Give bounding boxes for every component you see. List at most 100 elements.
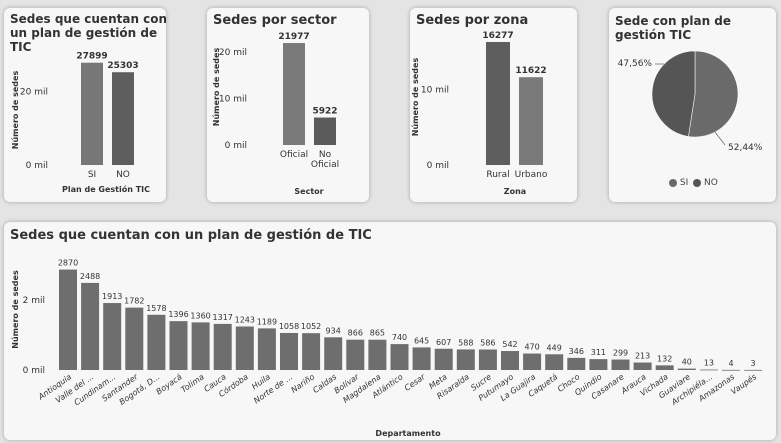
bar-data-label: 588 [458,338,473,347]
y-tick-label: 10 mil [421,85,449,95]
bar-data-label: 607 [436,338,451,347]
bar [103,303,122,370]
bar-data-label: 21977 [278,32,309,42]
bar-data-label: 449 [547,343,562,352]
pie-chart: 47,56% 52,44% [618,50,763,153]
bar [655,365,674,370]
sector-bar-chart: 20 mil 10 mil 0 mil Número de sedes 21977 Ofi… [212,32,339,196]
bar [169,321,188,370]
bar-data-label: 2488 [80,272,100,281]
bar-data-label: 4 [728,359,733,368]
y-tick-label: 2 mil [23,296,45,306]
bar [744,369,763,371]
bar-data-label: 1360 [190,311,210,320]
bar-data-label: 132 [657,354,672,363]
bar-data-label: 542 [502,340,517,349]
bar [280,332,298,370]
bar [722,369,740,371]
bar-data-label: 311 [591,348,606,357]
bar-data-label: 866 [348,329,363,338]
dept-chart-title: Sedes que cuentan con un plan de gestión… [10,228,372,243]
bar [501,351,519,370]
bar-data-label: 1189 [257,317,277,326]
bar [314,117,336,145]
bar-data-label: 25303 [107,61,138,71]
bar-data-label: 586 [480,338,495,347]
bar-data-label: 1913 [102,292,122,301]
bar-data-label: 13 [704,359,714,368]
y-axis-title: Número de sedes [11,270,20,349]
bar [125,307,144,370]
bar [368,339,387,370]
bar [412,347,431,370]
dept-chart-card: Sedes que cuentan con un plan de gestión… [4,222,776,440]
x-axis-title: Plan de Gestión TIC [62,184,150,194]
bar-data-label: 2870 [58,259,78,268]
bar-data-label: 470 [524,343,539,352]
bar [191,322,210,370]
y-tick-label: 10 mil [219,95,247,105]
bar-data-label: 299 [613,349,628,358]
y-tick-label: 0 mil [26,161,48,171]
y-tick-label: 20 mil [20,88,48,98]
bar-data-label: 40 [682,358,692,367]
x-tick-label: Tolima [179,372,205,394]
bar [112,72,134,165]
bar-data-label: 1058 [279,322,299,331]
sector-chart-card: Sedes por sector 20 mil 10 mil 0 mil Número… [207,8,369,202]
bar [257,328,276,370]
bar [59,269,77,370]
x-tick-label: Oficial [311,160,339,170]
x-axis-title: Departamento [375,429,441,438]
plan-chart-title: Sedes que cuentan con un plan de gestión… [10,12,166,54]
sector-chart-title: Sedes por sector [213,13,337,28]
y-tick-label: 0 mil [225,141,247,151]
plan-chart-card: Sedes que cuentan con un plan de gestión… [4,8,166,202]
legend-si-label: SI [679,178,689,188]
bar [478,349,497,370]
bar-data-label: 740 [392,333,407,342]
bar [677,368,696,370]
bar-data-label: 3 [751,359,756,368]
bar [486,42,510,166]
bar [456,349,475,370]
pie-chart-title: Sede con plan de gestión TIC [615,14,732,42]
zona-bar-chart: 10 mil 0 mil Número de sedes 16277 Rural 1162… [411,31,548,196]
y-tick-label: 20 mil [219,48,247,58]
bar-data-label: 27899 [76,52,107,62]
bar [235,326,254,370]
bar [633,362,652,370]
bar [346,339,365,370]
legend-no-marker [693,178,702,187]
bar-data-label: 1052 [301,322,321,331]
bar-data-label: 16277 [482,31,513,41]
pie-chart-card: Sede con plan de gestión TIC 47,56% 52,44… [609,8,776,202]
bar [519,77,543,165]
zona-chart-title: Sedes por zona [416,13,529,28]
bar [213,323,232,370]
bar [699,369,718,371]
x-tick-label: Oficial [280,150,308,160]
bar [567,357,586,370]
bar-data-label: 645 [414,336,429,345]
y-tick-label: 0 mil [427,161,449,171]
legend-si-marker [669,178,677,187]
bar [302,333,321,370]
bar [81,282,100,370]
pie-slice [651,50,696,137]
x-tick-label: No [319,150,332,160]
bar-data-label: 1782 [124,297,144,306]
legend-no-label: NO [704,178,718,188]
x-axis-title: Zona [504,187,526,196]
x-tick-label: NO [116,170,130,180]
x-tick-label: Nariño [289,372,316,395]
bar [611,359,630,370]
bar-data-label: 5922 [312,107,337,117]
bar-data-label: 1578 [146,304,166,313]
x-tick-label: SI [88,170,96,180]
pie-legend: SI NO [669,178,718,188]
bar [434,348,453,370]
bar [81,62,103,165]
bar [589,359,608,370]
bar [147,314,166,370]
